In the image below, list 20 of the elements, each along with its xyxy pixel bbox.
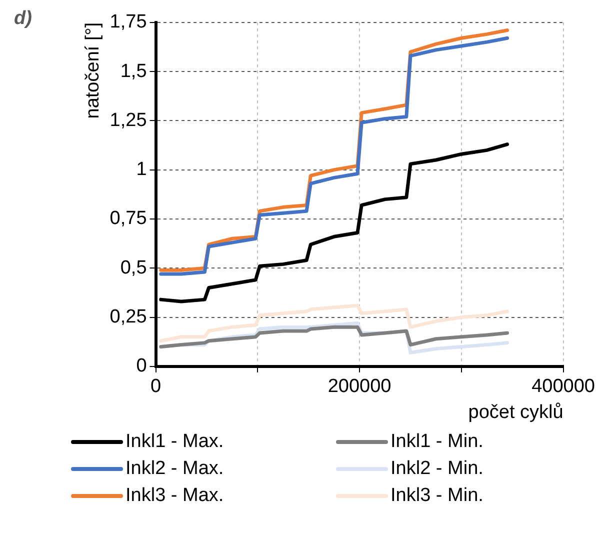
x-axis-title: počet cyklů	[468, 402, 564, 423]
legend-label: Inkl1 - Min.	[390, 430, 484, 454]
legend-label: Inkl1 - Max.	[126, 430, 224, 454]
y-axis-title: natočení [°]	[82, 22, 104, 119]
y-tick-label: 0,75	[110, 208, 147, 230]
y-tick-label: 1,75	[110, 12, 147, 33]
y-tick-label: 1,25	[110, 110, 147, 131]
y-tick-label: 1	[136, 159, 147, 180]
y-tick-label: 1,5	[120, 60, 147, 82]
legend-label: Inkl2 - Min.	[390, 457, 484, 481]
legend-label: Inkl2 - Max.	[126, 457, 224, 481]
x-tick-label: 200000	[328, 376, 392, 398]
y-tick-label: 0	[136, 356, 147, 377]
x-tick-label: 0	[150, 376, 162, 398]
y-tick-label: 0,5	[120, 257, 147, 278]
legend-label: Inkl3 - Min.	[390, 484, 484, 508]
chart-title: d)	[14, 8, 32, 30]
x-tick-label: 400000	[532, 376, 595, 398]
y-tick-label: 0,25	[110, 306, 147, 328]
legend-label: Inkl3 - Max.	[126, 484, 224, 508]
